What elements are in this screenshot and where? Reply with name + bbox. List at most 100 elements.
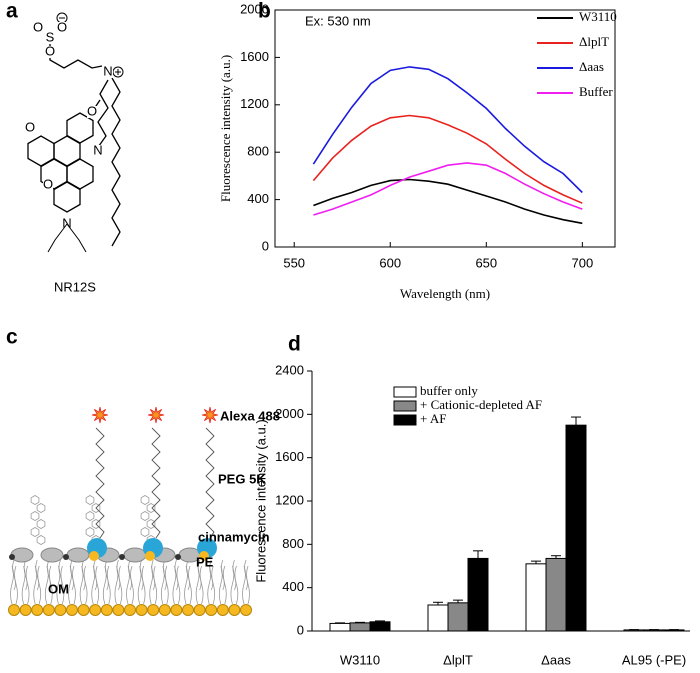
lipid-tail bbox=[56, 565, 65, 605]
atom-label: O bbox=[45, 43, 55, 58]
series-line bbox=[313, 178, 583, 225]
lipid-tail bbox=[220, 559, 225, 591]
bond bbox=[66, 223, 87, 253]
cholesterol bbox=[146, 503, 156, 513]
x-tick-label: 700 bbox=[571, 255, 593, 270]
alexa-dye bbox=[201, 406, 219, 424]
headgroup bbox=[8, 604, 20, 616]
headgroup bbox=[193, 604, 206, 616]
lipid-tail bbox=[33, 565, 42, 605]
lipid-tail bbox=[137, 565, 146, 605]
atom-bg bbox=[87, 106, 97, 118]
legend-swatch bbox=[393, 400, 417, 412]
lipid-tail bbox=[172, 565, 181, 605]
cholesterol bbox=[30, 495, 40, 505]
bar bbox=[467, 557, 489, 632]
lipid-tail bbox=[116, 559, 121, 591]
lipid-tail bbox=[197, 559, 202, 591]
pe-head bbox=[119, 554, 125, 560]
lipid-tail bbox=[242, 565, 250, 605]
headgroup bbox=[216, 604, 229, 616]
cholesterol bbox=[91, 519, 101, 529]
lipid-tail bbox=[93, 559, 98, 591]
compound-name: NR12S bbox=[54, 279, 96, 294]
panel-letter: d bbox=[288, 333, 301, 356]
lipid-tail bbox=[70, 559, 74, 591]
x-axis-label: Wavelength (nm) bbox=[400, 286, 490, 301]
atom-label: N bbox=[93, 142, 102, 157]
rings bbox=[27, 112, 94, 213]
y-axis-label: Fluorescence intensity (a.u.) bbox=[218, 55, 233, 202]
x-tick-label: Δaas bbox=[541, 652, 571, 667]
pe-head bbox=[175, 554, 181, 560]
bar bbox=[545, 557, 567, 632]
lipid-tail bbox=[232, 559, 237, 591]
lipid-tail bbox=[126, 565, 134, 605]
lipid-tail bbox=[209, 559, 214, 591]
bar bbox=[525, 563, 547, 632]
x-tick-label: AL95 (-PE) bbox=[622, 652, 686, 667]
series-line bbox=[313, 162, 583, 216]
atom-label: O bbox=[87, 103, 97, 118]
lipid-tail bbox=[151, 559, 156, 591]
bar bbox=[427, 604, 449, 632]
legend-label: + Cationic-depleted AF bbox=[420, 397, 542, 412]
headgroup bbox=[182, 604, 194, 616]
cholesterol bbox=[30, 527, 40, 537]
panel-letter: a bbox=[6, 0, 18, 23]
lipid-tail bbox=[139, 559, 144, 591]
atom-bg bbox=[93, 145, 103, 157]
legend-swatch bbox=[393, 386, 417, 398]
lipid-tail bbox=[114, 565, 123, 605]
bar bbox=[369, 621, 391, 632]
cholesterol bbox=[85, 527, 95, 537]
y-tick-label: 0 bbox=[262, 238, 269, 253]
lipid-tail bbox=[230, 565, 239, 605]
headgroup bbox=[19, 604, 32, 616]
atom-bg bbox=[33, 22, 43, 34]
headgroup bbox=[135, 604, 148, 616]
legend-label: + AF bbox=[420, 411, 446, 426]
legend-label: buffer only bbox=[420, 383, 478, 398]
x-tick-label: 650 bbox=[475, 255, 497, 270]
y-tick-label: 400 bbox=[282, 579, 304, 594]
lipid-tail bbox=[162, 559, 167, 591]
lipid-tail bbox=[10, 565, 18, 605]
headgroup bbox=[228, 604, 241, 616]
panel-letter: c bbox=[6, 326, 18, 349]
ring bbox=[53, 181, 81, 213]
pe-lipid bbox=[199, 551, 209, 561]
series-line bbox=[312, 114, 583, 204]
cholesterol bbox=[36, 519, 46, 529]
headgroup bbox=[31, 604, 44, 616]
atom-bg bbox=[103, 66, 113, 78]
lipid-head bbox=[123, 547, 147, 563]
atom-label: O bbox=[43, 176, 53, 191]
legend-label: Buffer bbox=[579, 84, 613, 99]
lipid-tail bbox=[128, 559, 132, 591]
diagram-label: cinnamycin bbox=[198, 529, 270, 544]
atom-bg bbox=[45, 32, 55, 44]
headgroup bbox=[147, 604, 160, 616]
y-axis-label: Fluorescence intensity (a.u.) bbox=[253, 419, 268, 582]
headgroup bbox=[124, 604, 136, 616]
y-tick-label: 1600 bbox=[275, 449, 304, 464]
y-tick-label: 1200 bbox=[275, 492, 304, 507]
membrane: Alexa 488 PEG 5K cinnamycin PE OM bbox=[8, 406, 280, 616]
atom-bg bbox=[45, 46, 55, 58]
lipid-head bbox=[66, 547, 90, 563]
bar bbox=[565, 424, 587, 632]
alexa-dye bbox=[91, 406, 109, 424]
cholesterol bbox=[140, 511, 150, 521]
lipid-tail bbox=[149, 565, 158, 605]
legend-swatch bbox=[393, 414, 417, 426]
legend-label: Δaas bbox=[579, 59, 604, 74]
headgroup bbox=[170, 604, 183, 616]
x-tick-label: 600 bbox=[379, 255, 401, 270]
peg-chain bbox=[151, 427, 161, 539]
headgroup bbox=[66, 604, 78, 616]
lipid-tail bbox=[23, 559, 28, 591]
pe-head bbox=[63, 554, 69, 560]
lipid-tail bbox=[184, 565, 192, 605]
